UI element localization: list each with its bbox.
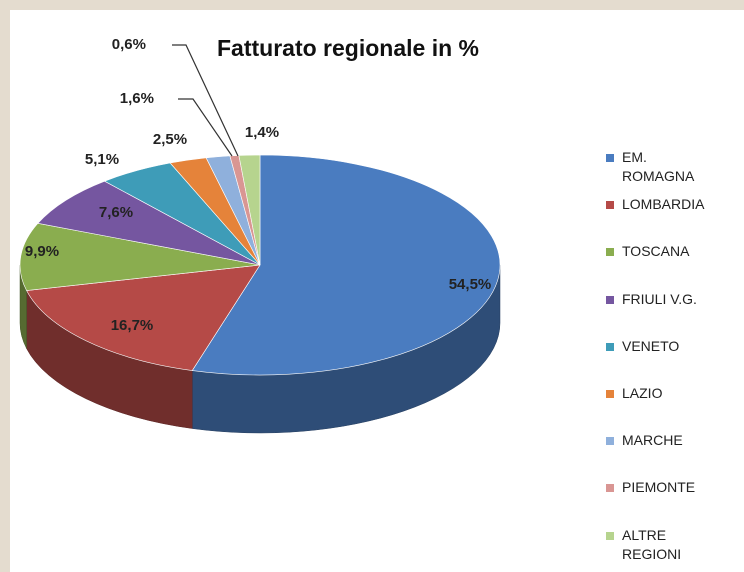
legend-label: TOSCANA [622, 243, 690, 260]
data-label: 1,4% [245, 124, 279, 141]
leader-line [172, 44, 239, 157]
legend-label: LOMBARDIA [622, 196, 705, 213]
chart-title: Fatturato regionale in % [217, 35, 479, 61]
data-label: 54,5% [449, 276, 492, 293]
data-label: 9,9% [25, 243, 59, 260]
slice [238, 154, 261, 266]
legend-swatch [606, 531, 614, 540]
data-label: 2,5% [153, 131, 187, 148]
legend-swatch [606, 295, 614, 304]
data-label: 0,6% [112, 36, 146, 53]
leader-line [178, 98, 233, 157]
legend-swatch [606, 201, 614, 210]
data-label: 1,6% [120, 90, 154, 107]
legend-label: ALTRE REGIONI [622, 526, 682, 562]
data-label: 7,6% [99, 204, 133, 221]
legend-swatch [606, 154, 614, 162]
legend-label: MARCHE [622, 432, 683, 449]
slice [37, 180, 261, 266]
legend-label: VENETO [622, 337, 680, 354]
legend-label: FRIULI V.G. [622, 290, 697, 307]
legend-label: EM. ROMAGNA [622, 149, 695, 184]
legend-label: PIEMONTE [622, 479, 696, 496]
legend-swatch [606, 248, 614, 257]
slice [19, 223, 261, 291]
slice [26, 264, 261, 371]
data-label: 5,1% [85, 151, 119, 168]
data-label: 16,7% [111, 317, 154, 334]
legend-swatch [606, 437, 614, 446]
slice [191, 154, 501, 376]
legend-swatch [606, 484, 614, 493]
legend-swatch [606, 342, 614, 351]
legend-swatch [606, 390, 614, 398]
legend-label: LAZIO [622, 385, 663, 401]
